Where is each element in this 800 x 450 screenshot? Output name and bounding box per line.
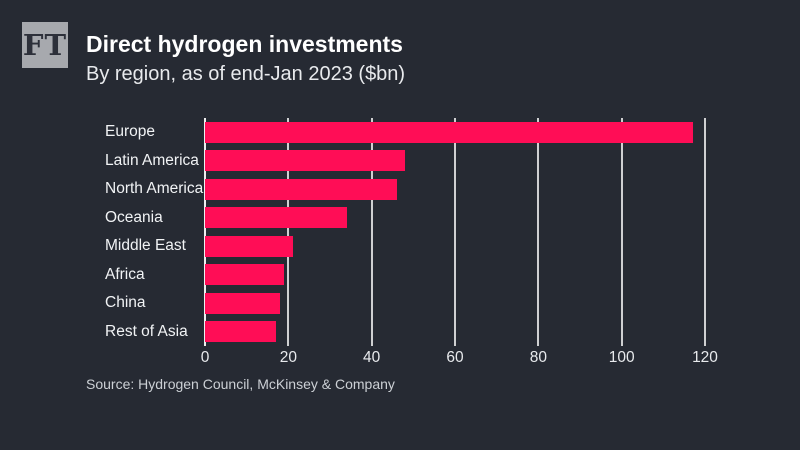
bar-africa: [205, 264, 285, 286]
category-label: Africa: [105, 265, 145, 283]
bar-row: [205, 118, 720, 147]
bar-china: [205, 292, 280, 314]
x-tick-label: 120: [692, 349, 718, 366]
x-tick-label: 80: [529, 349, 547, 366]
bar-latin-america: [205, 150, 405, 172]
bar-europe: [205, 121, 693, 143]
chart-subtitle: By region, as of end-Jan 2023 ($bn): [86, 63, 406, 85]
bar-oceania: [205, 207, 347, 229]
ft-logo: FT: [22, 22, 68, 68]
gridline-20: [287, 118, 290, 346]
category-label: China: [105, 294, 146, 312]
bar-rest-of-asia: [205, 321, 276, 343]
bar-row: [205, 232, 720, 261]
bar-row: [205, 175, 720, 204]
x-tick-label: 60: [446, 349, 464, 366]
x-tick-label: 20: [279, 349, 297, 366]
bar-row: [205, 289, 720, 318]
x-axis-tick-labels: 0 20 40 60 80 100 120: [201, 349, 720, 369]
category-label: Oceania: [105, 208, 163, 226]
bar-middle-east: [205, 235, 293, 257]
bar-row: [205, 261, 720, 290]
gridline-80: [537, 118, 540, 346]
category-label: Rest of Asia: [105, 322, 188, 340]
bar-series: [205, 118, 720, 346]
chart-title: Direct hydrogen investments: [86, 31, 403, 57]
gridline-60: [454, 118, 456, 346]
ft-logo-text: FT: [22, 28, 68, 62]
category-axis: Europe Latin America North America Oceania M…: [0, 118, 205, 346]
gridline-100: [620, 118, 623, 346]
category-label: Middle East: [105, 237, 186, 255]
x-tick-label: 0: [200, 349, 210, 366]
gridline-120: [704, 118, 706, 346]
x-tick-label: 100: [608, 349, 635, 366]
gridline-40: [370, 118, 373, 346]
source-note: Source: Hydrogen Council, McKinsey & Com…: [86, 376, 395, 392]
gridline-0: [204, 118, 206, 346]
category-label: North America: [105, 180, 204, 198]
category-label: Europe: [105, 123, 155, 141]
bar-row: [205, 147, 720, 176]
category-label: Latin America: [105, 151, 199, 169]
bar-north-america: [205, 178, 397, 200]
bar-row: [205, 204, 720, 233]
bar-row: [205, 318, 720, 347]
x-tick-label: 40: [363, 349, 381, 366]
plot-area: [204, 118, 720, 346]
